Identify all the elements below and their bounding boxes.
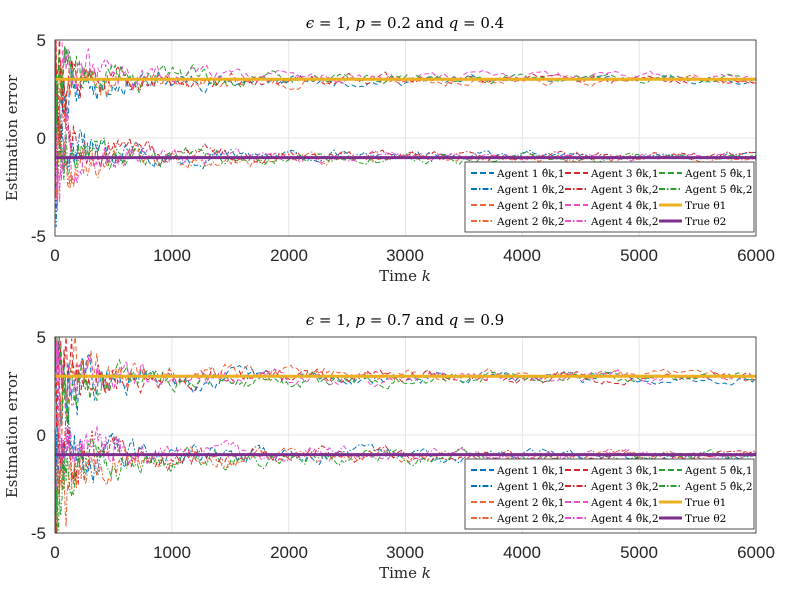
legend-label: Agent 2 θ̂k,2	[496, 216, 565, 228]
legend-label: True θ1	[685, 497, 726, 509]
legend-label: Agent 5 θ̂k,1	[684, 465, 753, 477]
legend-label: True θ2	[685, 216, 726, 228]
x-tick-label: 2000	[270, 246, 308, 265]
legend-label: Agent 2 θ̂k,1	[496, 200, 565, 212]
series-line-agent-2-theta-1	[54, 61, 757, 146]
series-layer-1	[54, 38, 757, 228]
legend-label: Agent 1 θ̂k,1	[496, 168, 565, 180]
x-tick-label: 5000	[620, 246, 658, 265]
legend-label: Agent 3 θ̂k,1	[590, 168, 659, 180]
legend-label: Agent 4 θ̂k,2	[590, 513, 659, 525]
x-tick-label: 0	[50, 543, 59, 562]
series-line-agent-5-theta-1	[54, 39, 757, 135]
legend-label: Agent 3 θ̂k,2	[590, 481, 659, 493]
legend-items-1: Agent 1 θ̂k,1 Agent 1 θ̂k,2 Agent 2 θ̂k,…	[471, 168, 753, 228]
legend-items-2: Agent 1 θ̂k,1 Agent 1 θ̂k,2 Agent 2 θ̂k,…	[471, 465, 753, 525]
x-tick-labels-1: 0 1000 2000 3000 4000 5000 6000	[50, 246, 775, 265]
y-tick-label: 5	[37, 31, 46, 50]
legend-label: Agent 3 θ̂k,1	[590, 465, 659, 477]
y-tick-label: 0	[37, 426, 46, 445]
series-line-agent-2-theta-2	[54, 429, 757, 534]
x-tick-label: 1000	[153, 543, 191, 562]
legend-label: Agent 2 θ̂k,1	[496, 497, 565, 509]
series-line-agent-1-theta-1	[54, 60, 757, 176]
legend-label: Agent 5 θ̂k,1	[684, 168, 753, 180]
x-tick-label: 6000	[737, 543, 775, 562]
chart-panel-2: ϵ = 1, p = 0.7 and q = 0.9 5 0 -5 0 1000…	[3, 311, 775, 582]
chart-title-1: ϵ = 1, p = 0.2 and q = 0.4	[306, 14, 504, 32]
y-tick-label: -5	[31, 227, 46, 246]
legend-label: Agent 4 θ̂k,1	[590, 497, 659, 509]
legend-label: True θ1	[685, 200, 726, 212]
y-tick-labels-1: 5 0 -5	[31, 31, 46, 246]
legend-label: Agent 1 θ̂k,2	[496, 481, 565, 493]
series-line-agent-3-theta-2	[54, 411, 757, 534]
x-axis-label-2: Time k	[379, 564, 431, 582]
x-tick-label: 2000	[270, 543, 308, 562]
x-tick-label: 5000	[620, 543, 658, 562]
legend-label: Agent 5 θ̂k,2	[684, 184, 753, 196]
y-tick-label: 5	[37, 328, 46, 347]
x-tick-label: 4000	[503, 246, 541, 265]
x-tick-label: 0	[50, 246, 59, 265]
x-axis-label-1: Time k	[379, 267, 431, 285]
x-tick-label: 6000	[737, 246, 775, 265]
legend-label: Agent 4 θ̂k,2	[590, 216, 659, 228]
legend-1: Agent 1 θ̂k,1 Agent 1 θ̂k,2 Agent 2 θ̂k,…	[464, 161, 755, 233]
legend-label: True θ2	[685, 513, 726, 525]
plot-area-frame-2	[54, 336, 757, 534]
chart-panel-1: ϵ = 1, p = 0.2 and q = 0.4 5 0 -5 0 1000…	[3, 14, 775, 285]
x-tick-labels-2: 0 1000 2000 3000 4000 5000 6000	[50, 543, 775, 562]
chart-title-2: ϵ = 1, p = 0.7 and q = 0.9	[306, 311, 504, 329]
x-tick-label: 3000	[386, 246, 424, 265]
legend-label: Agent 5 θ̂k,2	[684, 481, 753, 493]
y-axis-label-1: Estimation error	[3, 74, 21, 201]
legend-label: Agent 4 θ̂k,1	[590, 200, 659, 212]
legend-label: Agent 2 θ̂k,2	[496, 513, 565, 525]
y-tick-label: 0	[37, 129, 46, 148]
x-tick-label: 3000	[386, 543, 424, 562]
series-line-agent-1-theta-2	[54, 411, 757, 515]
series-line-agent-4-theta-1	[54, 39, 757, 114]
series-line-agent-2-theta-2	[54, 106, 757, 201]
legend-2: Agent 1 θ̂k,1 Agent 1 θ̂k,2 Agent 2 θ̂k,…	[464, 458, 755, 530]
legend-label: Agent 1 θ̂k,1	[496, 465, 565, 477]
y-axis-label-2: Estimation error	[3, 371, 21, 498]
plot-area-frame-1	[54, 39, 757, 237]
y-tick-label: -5	[31, 524, 46, 543]
legend-box	[464, 458, 755, 530]
legend-label: Agent 1 θ̂k,2	[496, 184, 565, 196]
legend-label: Agent 3 θ̂k,2	[590, 184, 659, 196]
series-line-agent-5-theta-2	[54, 61, 757, 180]
y-tick-labels-2: 5 0 -5	[31, 328, 46, 543]
legend-box	[464, 161, 755, 233]
series-line-agent-5-theta-1	[54, 336, 757, 425]
series-layer-2	[54, 336, 757, 534]
x-tick-label: 1000	[153, 246, 191, 265]
x-tick-label: 4000	[503, 543, 541, 562]
